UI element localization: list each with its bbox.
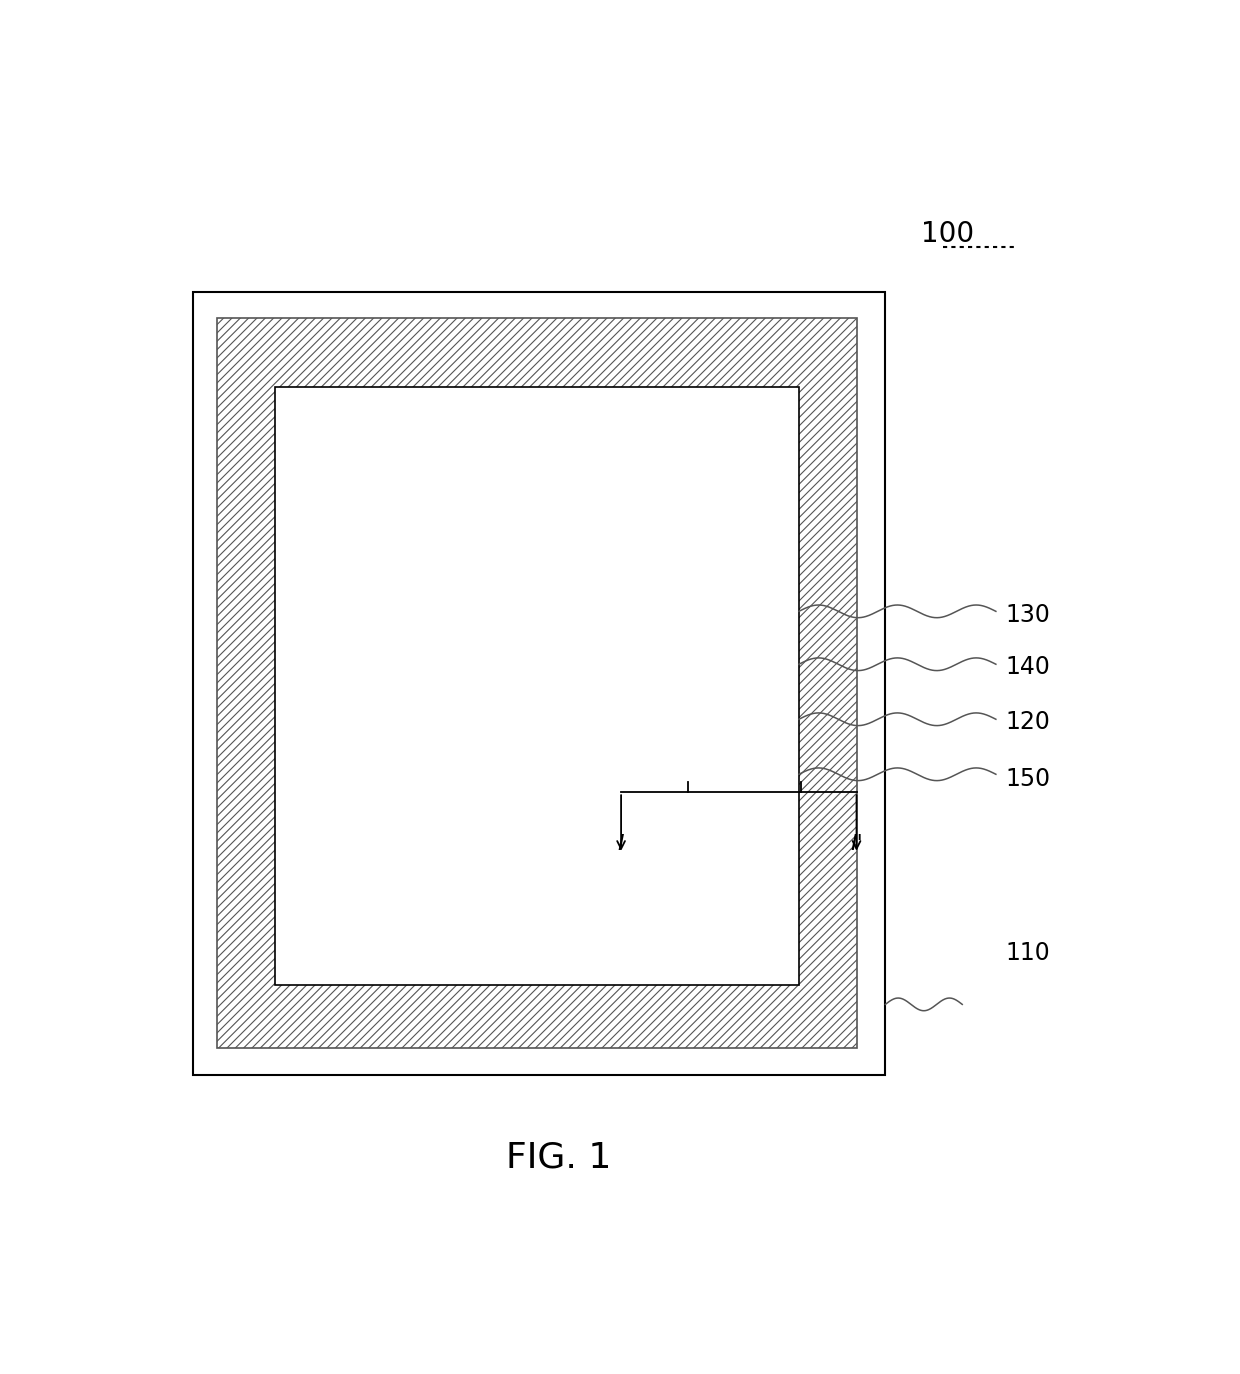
- Text: 130: 130: [1006, 603, 1050, 627]
- Text: I: I: [618, 834, 625, 853]
- Text: 140: 140: [1006, 655, 1050, 679]
- Text: FIG. 1: FIG. 1: [506, 1140, 611, 1175]
- Bar: [217, 319, 857, 1048]
- Text: 150: 150: [1006, 767, 1050, 790]
- Text: 100: 100: [921, 220, 975, 247]
- Bar: [193, 291, 885, 1074]
- Text: 110: 110: [1006, 941, 1050, 965]
- Text: I': I': [851, 834, 863, 853]
- Bar: [275, 387, 799, 985]
- Text: 120: 120: [1006, 710, 1050, 735]
